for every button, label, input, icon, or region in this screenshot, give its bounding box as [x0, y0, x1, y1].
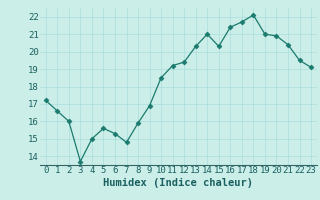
X-axis label: Humidex (Indice chaleur): Humidex (Indice chaleur)	[103, 178, 253, 188]
